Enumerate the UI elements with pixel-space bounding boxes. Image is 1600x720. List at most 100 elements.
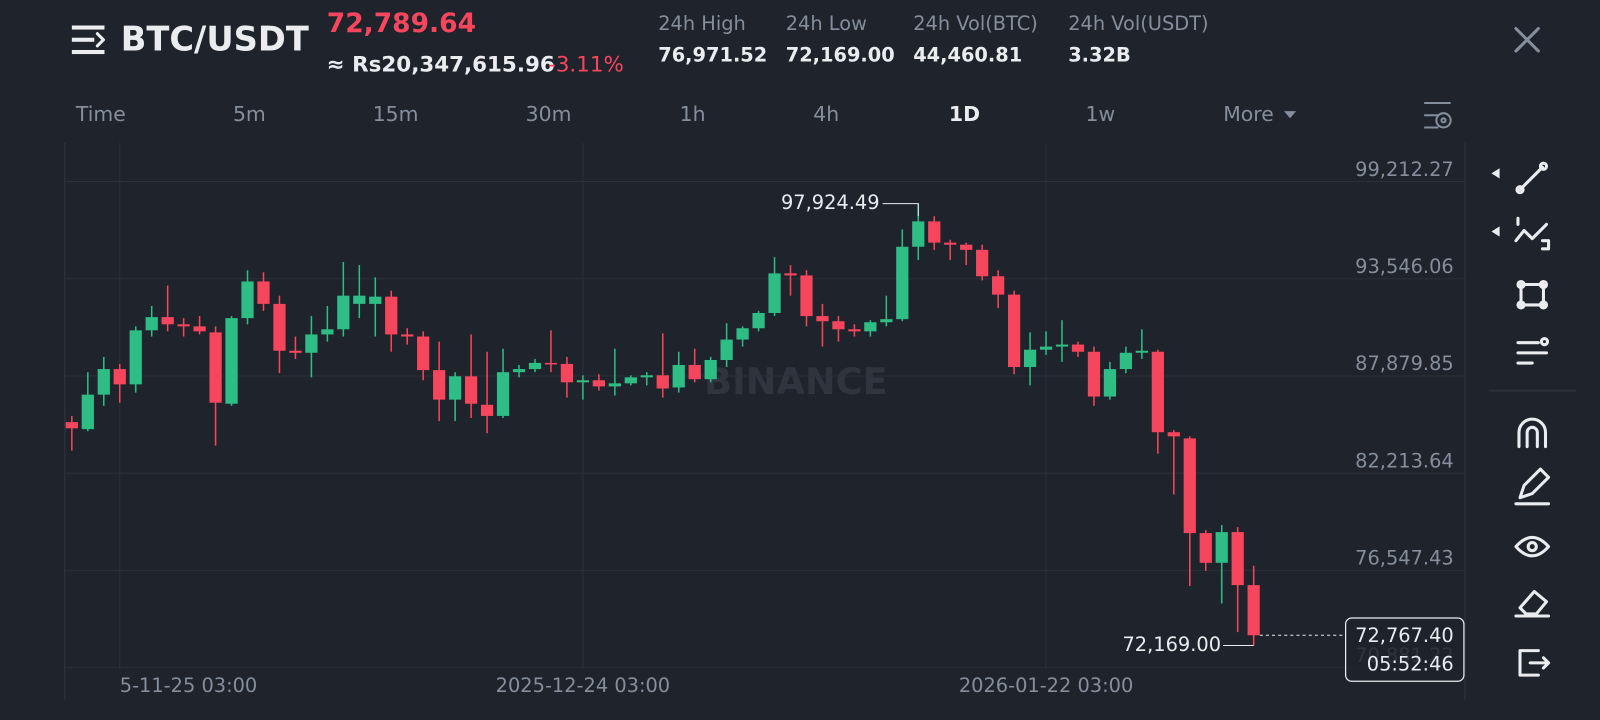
pair[interactable]: BTC/USDT	[121, 19, 309, 58]
trend-line-tool[interactable]	[1515, 161, 1549, 195]
stat-value: 44,460.81	[913, 44, 1022, 67]
candle-body	[1151, 351, 1164, 433]
close-button[interactable]	[1514, 27, 1540, 53]
candle-body	[960, 244, 973, 250]
candle-body	[608, 383, 621, 387]
timeframe-tab[interactable]: 1w	[1086, 102, 1116, 126]
y-tick-label: 87,879.85	[1355, 352, 1454, 375]
candle-body	[289, 350, 302, 353]
pencil-tool[interactable]	[1514, 467, 1551, 506]
candle-body	[65, 422, 78, 429]
candle-body	[640, 375, 653, 378]
candle-body	[241, 281, 254, 319]
candle-body	[1007, 294, 1021, 368]
candle-body	[688, 364, 701, 380]
y-tick-label: 82,213.64	[1355, 449, 1454, 472]
stat-value: 3.32B	[1068, 44, 1131, 67]
candle-body	[433, 370, 446, 400]
candle-body	[1247, 585, 1260, 636]
candle-body	[193, 326, 206, 332]
candle-body	[1215, 532, 1228, 563]
candle-body	[912, 221, 925, 247]
eraser-tool[interactable]	[1514, 589, 1551, 618]
last-price-tag-value: 72,767.40	[1355, 624, 1454, 647]
candle-body	[1055, 344, 1069, 347]
candle-body	[576, 380, 590, 383]
candle-body	[592, 380, 605, 387]
candle-body	[496, 372, 510, 416]
last-price: 72,789.64	[327, 8, 476, 39]
candle-body	[1103, 369, 1117, 397]
candle-body	[1119, 352, 1133, 370]
magnet-tool[interactable]	[1517, 417, 1548, 449]
tool-expanders	[1491, 168, 1500, 237]
candle-body	[1183, 438, 1196, 534]
candle-body	[560, 363, 574, 383]
candle-body	[449, 376, 462, 400]
x-tick-label: 5-11-25 03:00	[120, 674, 258, 697]
candle-body	[369, 296, 382, 304]
stat-label: 24h Vol(USDT)	[1068, 12, 1208, 35]
candle-body	[704, 359, 717, 380]
candle-body	[1087, 351, 1101, 397]
candle-body	[97, 369, 110, 395]
dropdown-caret	[1283, 111, 1297, 119]
timeframe-tab[interactable]: 4h	[813, 102, 839, 126]
stat-value: 72,169.00	[786, 44, 895, 67]
fiat-price: ≈ Rs20,347,615.96	[327, 52, 555, 77]
stat-label: 24h High	[658, 12, 746, 35]
timeframe-tab[interactable]: Time	[75, 102, 126, 126]
chart-settings-icon[interactable]	[1424, 101, 1452, 129]
candle-body	[768, 273, 781, 313]
candle-body	[353, 295, 366, 304]
watermark: BINANCE	[704, 360, 887, 403]
max-label: 97,924.49	[781, 191, 880, 214]
stat-label: 24h Vol(BTC)	[913, 12, 1038, 35]
candle-body	[401, 334, 414, 337]
last-price-tag	[1344, 617, 1465, 682]
visibility-tool[interactable]	[1514, 535, 1551, 558]
x-tick-label: 2026-01-22 03:00	[959, 674, 1133, 697]
candle-body	[1071, 344, 1085, 352]
candle-body	[864, 322, 877, 332]
candle-body	[305, 334, 318, 353]
min-label: 72,169.00	[1122, 633, 1221, 656]
timeframe-tab[interactable]: 15m	[373, 102, 419, 126]
candle-body	[720, 339, 733, 360]
stats: 24h High 76,971.52 24h Low 72,169.00 24h Vol…	[658, 12, 1208, 67]
candle-body	[177, 324, 190, 327]
candle-body	[512, 369, 526, 373]
candle-body	[113, 369, 126, 385]
candle-body	[624, 377, 637, 384]
candle-body	[1135, 350, 1148, 353]
candle-body	[736, 328, 749, 340]
timeframe-tab[interactable]: More	[1223, 102, 1274, 126]
candle-body	[800, 275, 813, 317]
candle-body	[944, 242, 957, 245]
candle-body	[385, 296, 398, 335]
candle-body	[464, 376, 478, 404]
candle-body	[273, 303, 286, 351]
shape-tool[interactable]	[1516, 279, 1549, 310]
candle-body	[976, 249, 989, 277]
candle-body	[992, 276, 1005, 295]
text-tool[interactable]	[1516, 337, 1550, 365]
timeframe-tab[interactable]: 1h	[680, 102, 706, 126]
timeframe-tabs: Time 5m 15m 30m 1h 4h 1D 1w More	[75, 102, 1297, 126]
menu-icon[interactable]	[71, 25, 105, 55]
x-tick-label: 2025-12-24 03:00	[496, 674, 670, 697]
candle-body	[880, 319, 893, 323]
candle-body	[656, 375, 669, 389]
timeframe-tab[interactable]: 5m	[233, 102, 266, 126]
stat-value: 76,971.52	[658, 44, 767, 67]
timeframe-tab[interactable]: 1D	[949, 102, 980, 126]
candle-body	[417, 336, 430, 371]
candle-body	[528, 362, 542, 370]
exit-tool[interactable]	[1518, 649, 1551, 677]
fib-tool[interactable]	[1514, 216, 1551, 251]
candle-body	[752, 312, 765, 329]
candle-body	[257, 281, 270, 304]
timeframe-tab[interactable]: 30m	[526, 102, 572, 126]
